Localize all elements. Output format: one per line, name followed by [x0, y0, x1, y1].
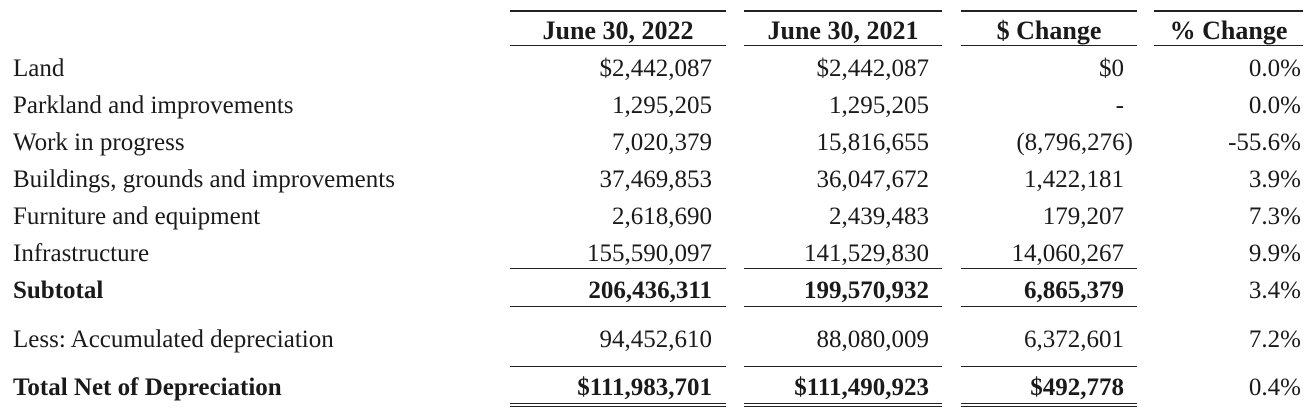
dollar-change: 179,207: [1042, 203, 1124, 230]
value-2022: 37,469,853: [599, 166, 713, 193]
value-2022: 206,436,311: [588, 277, 712, 304]
dollar-change: 14,060,267: [1011, 240, 1125, 267]
total-double-rule: [744, 403, 942, 407]
column-header-percent-change: % Change: [1154, 10, 1303, 46]
percent-change: -55.6%: [1228, 129, 1301, 156]
percent-change: 3.4%: [1248, 277, 1301, 304]
dollar-change: (8,796,276): [1016, 129, 1133, 156]
subtotal-bottom-rule: [961, 306, 1137, 307]
row-label: Subtotal: [13, 277, 104, 304]
table-row: Buildings, grounds and improvements 37,4…: [0, 161, 1316, 198]
row-label: Total Net of Depreciation: [13, 374, 282, 401]
total-rule: [961, 366, 1137, 367]
subtotal-bottom-rule: [744, 306, 942, 307]
value-2022: 94,452,610: [599, 326, 713, 353]
dollar-change: 1,422,181: [1024, 166, 1124, 193]
table-row: Parkland and improvements 1,295,205 1,29…: [0, 87, 1316, 124]
total-rule: [744, 366, 942, 367]
value-2021: 15,816,655: [816, 129, 930, 156]
value-2022: $111,983,701: [577, 374, 712, 401]
dollar-change: 6,372,601: [1024, 326, 1124, 353]
value-2021: 88,080,009: [816, 326, 930, 353]
percent-change: 7.3%: [1248, 203, 1301, 230]
percent-change: 3.9%: [1248, 166, 1301, 193]
column-header-dollar-change: $ Change: [961, 10, 1137, 46]
value-2021: 199,570,932: [804, 277, 929, 304]
dollar-change: $0: [1099, 55, 1124, 82]
row-label: Land: [13, 55, 65, 82]
table-row: Work in progress 7,020,379 15,816,655 (8…: [0, 124, 1316, 161]
subtotal-row: Subtotal 206,436,311 199,570,932 6,865,3…: [0, 272, 1316, 309]
subtotal-rule: [961, 268, 1137, 269]
value-2022: 7,020,379: [612, 129, 712, 156]
column-header-june-2022: June 30, 2022: [510, 10, 726, 46]
dollar-change: 6,865,379: [1024, 277, 1124, 304]
total-row: Total Net of Depreciation $111,983,701 $…: [0, 369, 1316, 406]
value-2021: 2,439,483: [829, 203, 929, 230]
total-double-rule: [961, 403, 1137, 407]
table-row: Furniture and equipment 2,618,690 2,439,…: [0, 198, 1316, 235]
subtotal-rule: [510, 268, 726, 269]
table-row: Infrastructure 155,590,097 141,529,830 1…: [0, 235, 1316, 272]
percent-change: 0.0%: [1248, 92, 1301, 119]
subtotal-bottom-rule: [510, 306, 726, 307]
value-2022: $2,442,087: [599, 55, 713, 82]
dollar-change: -: [1115, 92, 1124, 119]
dollar-change: $492,778: [1030, 374, 1124, 401]
depreciation-row: Less: Accumulated depreciation 94,452,61…: [0, 321, 1316, 358]
value-2021: $2,442,087: [816, 55, 930, 82]
column-header-june-2021: June 30, 2021: [744, 10, 942, 46]
subtotal-rule: [744, 268, 942, 269]
value-2022: 1,295,205: [612, 92, 712, 119]
percent-change: 0.4%: [1248, 374, 1301, 401]
row-label: Parkland and improvements: [13, 92, 294, 119]
row-label: Infrastructure: [13, 240, 150, 267]
total-rule: [510, 366, 726, 367]
row-label: Buildings, grounds and improvements: [13, 166, 395, 193]
row-label: Less: Accumulated depreciation: [13, 326, 334, 353]
value-2021: 1,295,205: [829, 92, 929, 119]
total-double-rule: [510, 403, 726, 407]
percent-change: 9.9%: [1248, 240, 1301, 267]
percent-change: 0.0%: [1248, 55, 1301, 82]
percent-change: 7.2%: [1248, 326, 1301, 353]
row-label: Furniture and equipment: [13, 203, 261, 230]
table-row: Land $2,442,087 $2,442,087 $0 0.0%: [0, 50, 1316, 87]
value-2021: $111,490,923: [794, 374, 929, 401]
value-2022: 2,618,690: [612, 203, 712, 230]
value-2021: 141,529,830: [804, 240, 929, 267]
row-label: Work in progress: [13, 129, 185, 156]
value-2021: 36,047,672: [816, 166, 930, 193]
value-2022: 155,590,097: [587, 240, 712, 267]
